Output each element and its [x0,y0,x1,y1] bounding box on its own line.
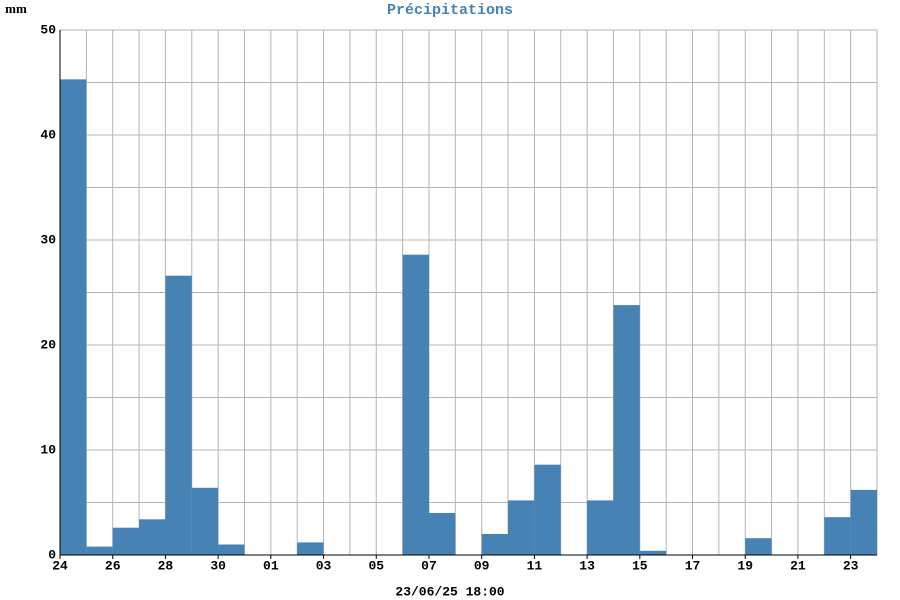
bar [297,542,324,555]
bar [60,79,87,555]
x-tick-label: 05 [368,558,384,573]
x-tick-label: 03 [316,558,332,573]
chart-title: Précipitations [387,2,513,19]
x-tick-label: 28 [158,558,174,573]
bar [824,517,851,555]
bar [428,513,456,555]
bar [165,275,192,555]
x-tick-label: 21 [790,558,806,573]
bar [613,305,640,555]
bar [139,519,166,555]
bar [402,254,429,555]
bar [850,489,877,555]
x-tick-label: 17 [685,558,701,573]
bar [218,544,245,555]
x-tick-label: 09 [474,558,490,573]
x-tick-label: 13 [579,558,595,573]
y-tick-label: 0 [48,547,56,562]
x-tick-label: 24 [52,558,68,573]
x-tick-label: 01 [263,558,279,573]
y-tick-label: 40 [40,127,56,142]
x-tick-label: 23 [843,558,859,573]
x-tick-label: 26 [105,558,121,573]
bar [745,538,772,555]
x-tick-label: 15 [632,558,648,573]
x-tick-label: 11 [527,558,543,573]
y-tick-label: 10 [40,442,56,457]
bar [534,464,561,555]
y-tick-label: 30 [40,232,56,247]
y-tick-label: 20 [40,337,56,352]
x-axis-label: 23/06/25 18:00 [395,584,504,599]
bar [481,534,509,555]
x-tick-label: 30 [210,558,226,573]
y-axis-label: mm [5,1,27,16]
bar [508,500,535,555]
bar [639,550,667,555]
x-tick-label: 07 [421,558,437,573]
bar [86,546,113,555]
bar [587,500,614,555]
bar [112,527,140,555]
y-tick-label: 50 [40,22,56,37]
bar [191,487,219,555]
x-tick-label: 19 [737,558,753,573]
